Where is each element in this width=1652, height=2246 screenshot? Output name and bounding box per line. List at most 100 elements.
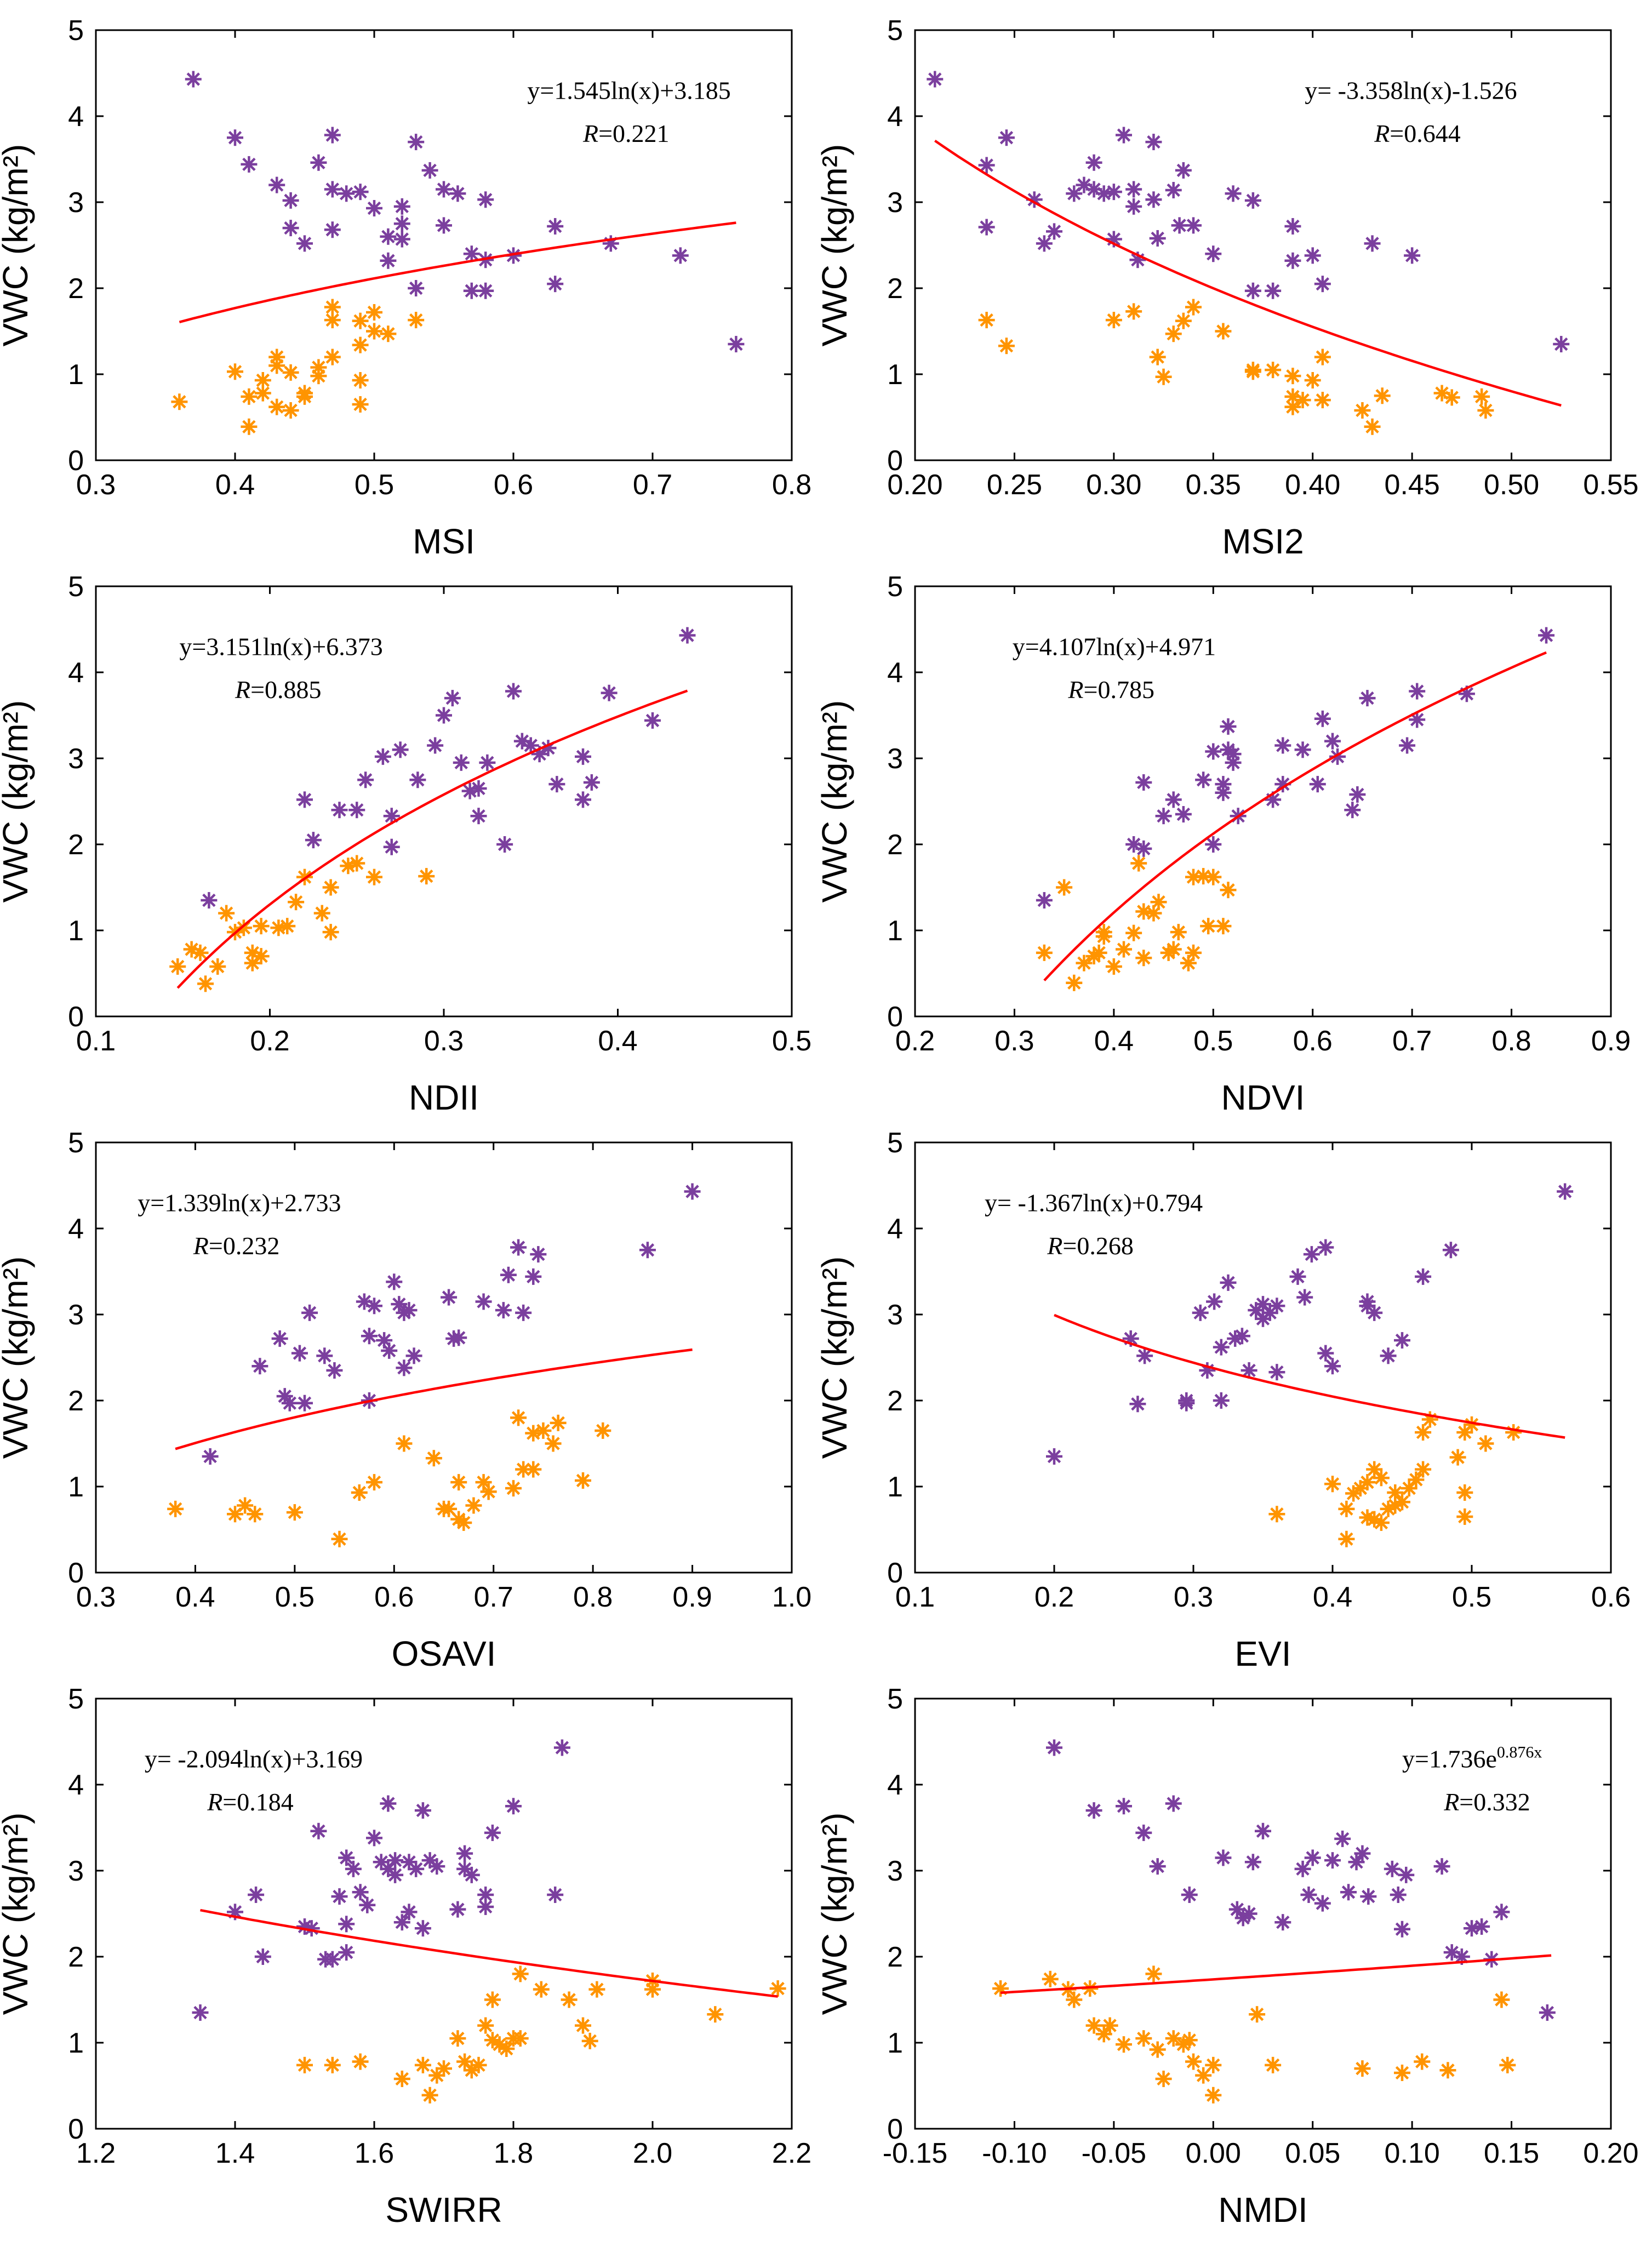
data-point (1227, 1330, 1244, 1347)
data-point (408, 1860, 425, 1877)
data-point (1046, 223, 1062, 240)
data-point (1449, 1449, 1466, 1466)
data-point (414, 1802, 431, 1819)
y-tick-label: 4 (68, 657, 84, 689)
data-point (1456, 1424, 1473, 1441)
data-point (428, 1858, 445, 1875)
plot-frame (914, 29, 1612, 461)
x-tick-label: 0.55 (1583, 469, 1638, 501)
x-tick-label: 0.1 (895, 1581, 935, 1613)
data-point (1116, 127, 1132, 144)
data-point (279, 918, 296, 935)
data-point (583, 774, 600, 791)
data-point (1473, 1918, 1490, 1935)
series-group-B (169, 855, 435, 992)
data-point (301, 1304, 318, 1321)
x-tick-label: 0.2 (250, 1025, 289, 1057)
x-tick-label: 0.8 (573, 1581, 613, 1613)
data-point (418, 868, 435, 885)
data-point (352, 184, 369, 201)
y-axis-label: VWC (kg/m²) (0, 1256, 35, 1459)
x-tick-label: 0.9 (1591, 1025, 1631, 1057)
data-point (366, 304, 382, 321)
series-group-B (167, 1409, 611, 1547)
y-tick-label: 5 (887, 571, 903, 603)
data-point (1314, 392, 1331, 409)
data-point (405, 1347, 422, 1364)
fit-equation-main: y= -2.094ln(x)+3.169 (145, 1745, 363, 1773)
r-symbol: R (1374, 119, 1390, 147)
data-point (1408, 1471, 1425, 1488)
data-point (477, 282, 494, 299)
data-point (1175, 806, 1192, 823)
y-tick-label: 5 (68, 15, 84, 47)
data-point (1149, 348, 1166, 365)
y-tick-label: 0 (68, 445, 84, 477)
data-point (1289, 1268, 1306, 1285)
data-point (548, 776, 565, 793)
x-tick-label: 0.3 (424, 1025, 464, 1057)
x-tick-label: 0.50 (1484, 469, 1539, 501)
fit-equation-main: y=3.151ln(x)+6.373 (179, 633, 382, 661)
data-point (1348, 1854, 1365, 1871)
data-point (380, 228, 397, 245)
data-point (530, 1246, 547, 1263)
data-point (588, 1981, 605, 1998)
y-tick-label: 4 (68, 101, 84, 133)
x-tick-label: 0.7 (1392, 1025, 1432, 1057)
data-point (1036, 892, 1053, 909)
series-group-B (992, 1965, 1516, 2104)
data-point (1439, 2062, 1456, 2079)
data-point (1056, 879, 1073, 896)
data-point (927, 71, 944, 88)
r-value: R=0.184 (207, 1788, 294, 1816)
data-point (387, 1866, 404, 1883)
data-point (436, 217, 452, 234)
data-point (282, 220, 299, 237)
data-point (441, 1289, 458, 1306)
x-tick-label: 0.3 (1174, 1581, 1213, 1613)
x-tick-label: 0.6 (374, 1581, 414, 1613)
x-tick-label: 0.5 (1193, 1025, 1233, 1057)
x-tick-label: 0.10 (1385, 2138, 1440, 2169)
fit-curve (1043, 651, 1547, 981)
data-point (1499, 2056, 1516, 2073)
r-symbol: R (1067, 676, 1083, 704)
x-tick-label: 0.3 (76, 1581, 116, 1613)
y-tick-label: 5 (887, 1683, 903, 1715)
data-point (310, 1822, 327, 1839)
data-point (484, 1824, 501, 1841)
r-value: R=0.232 (193, 1232, 280, 1260)
data-point (169, 958, 186, 975)
y-tick-label: 0 (887, 1557, 903, 1589)
y-tick-label: 5 (68, 1127, 84, 1159)
x-tick-label: 1.8 (494, 2138, 533, 2169)
x-tick-label: 0.8 (772, 469, 811, 501)
data-point (322, 879, 339, 896)
r-symbol: R (1443, 1788, 1459, 1816)
r-value: R=0.268 (1047, 1232, 1134, 1260)
data-point (241, 156, 258, 173)
series-group-B (978, 299, 1494, 435)
data-point (484, 1991, 501, 2008)
data-point (352, 372, 369, 388)
data-point (1105, 958, 1122, 975)
data-point (510, 1409, 527, 1426)
data-point (1205, 2056, 1222, 2073)
data-point (241, 418, 258, 435)
x-axis-label: MSI2 (1222, 522, 1304, 561)
y-tick-label: 1 (887, 1471, 903, 1503)
data-point (244, 955, 261, 971)
data-point (1314, 348, 1331, 365)
data-point (421, 162, 438, 179)
data-point (449, 2030, 466, 2047)
data-point (1456, 1508, 1473, 1525)
data-point (408, 312, 425, 329)
y-tick-label: 4 (887, 1213, 903, 1245)
plot-frame (95, 1141, 793, 1574)
data-point (351, 1484, 368, 1501)
data-point (1135, 774, 1152, 791)
data-point (1130, 855, 1147, 872)
chart-panel-ndii: 0.1 0.2 0.3 0.4 0.5 0 1 2 3 4 5 NDII VWC (kg/m²) y=3.… (0, 571, 811, 1117)
